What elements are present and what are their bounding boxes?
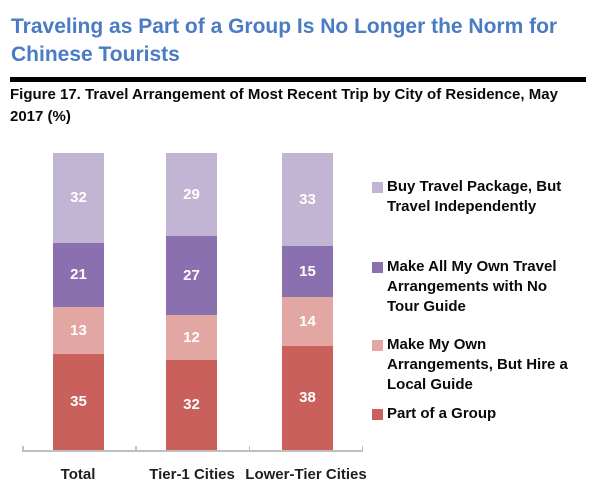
figure-caption: Figure 17. Travel Arrangement of Most Re… [10,84,558,128]
section-divider [10,77,586,82]
segment-value-label: 38 [299,389,316,407]
legend-entry: Make My Own Arrangements, But Hire a Local… [372,335,612,395]
bar-segment: 35 [53,353,104,450]
bar-tier-1-cities: 29 27 12 32 [166,153,217,450]
segment-value-label: 29 [183,186,200,204]
segment-value-label: 12 [183,328,200,346]
legend-label: Buy Travel Package, But Travel Independen… [387,177,612,217]
category-label: Lower-Tier Cities [245,466,367,483]
legend-label-line: Arrangements, But Hire a [387,356,568,373]
legend-label-line: Local Guide [387,376,473,393]
legend-label-line: Travel Independently [387,198,537,215]
segment-value-label: 27 [183,267,200,285]
legend-entry: Buy Travel Package, But Travel Independen… [372,177,612,217]
bar-segment: 27 [166,236,217,316]
report-title-line-1: Traveling as Part of a Group Is No Longe… [11,15,558,38]
axis-tick [248,446,250,452]
legend-label-line: Make My Own [387,336,487,353]
legend-label: Make All My Own Travel Arrangements with … [387,257,612,317]
axis-tick [22,446,24,452]
legend-label: Make My Own Arrangements, But Hire a Local… [387,335,612,395]
bar-segment: 12 [166,315,217,360]
legend-swatch [372,340,383,351]
bar-segment: 32 [53,153,104,243]
legend-swatch [372,262,383,273]
legend-swatch [372,409,383,420]
legend-label-line: Buy Travel Package, But [387,178,562,195]
legend-entry: Make All My Own Travel Arrangements with … [372,257,612,317]
bar-segment: 32 [166,359,217,450]
segment-value-label: 33 [299,190,316,208]
bar-segment: 29 [166,153,217,237]
legend-swatch [372,182,383,193]
segment-value-label: 14 [299,312,316,330]
segment-value-label: 15 [299,262,316,280]
segment-value-label: 13 [70,321,87,339]
bar-segment: 14 [282,296,333,346]
x-axis-line [22,450,362,452]
bar-segment: 15 [282,245,333,297]
bar-segment: 21 [53,242,104,308]
axis-tick [361,446,363,452]
legend-label-line: Tour Guide [387,298,466,315]
bar-segment: 38 [282,345,333,450]
segment-value-label: 32 [70,189,87,207]
category-label: Tier-1 Cities [149,466,235,483]
segment-value-label: 35 [70,393,87,411]
report-title: Traveling as Part of a Group Is No Longe… [11,13,557,69]
bar-segment: 13 [53,307,104,354]
legend-label: Part of a Group [387,404,612,424]
report-title-line-2: Chinese Tourists [11,43,180,66]
legend-label-line: Part of a Group [387,405,497,422]
legend-label-line: Arrangements with No [387,278,548,295]
category-label: Total [60,466,96,483]
axis-tick [135,446,137,452]
bar-total: 32 21 13 35 [53,153,104,450]
segment-value-label: 21 [70,266,87,284]
bar-segment: 33 [282,153,333,246]
legend-entry: Part of a Group [372,404,612,424]
bar-lower-tier-cities: 33 15 14 38 [282,153,333,450]
figure-caption-line-2: 2017 (%) [10,108,71,125]
figure-caption-line-1: Figure 17. Travel Arrangement of Most Re… [10,86,558,103]
legend-label-line: Make All My Own Travel [387,258,557,275]
segment-value-label: 32 [183,396,200,414]
